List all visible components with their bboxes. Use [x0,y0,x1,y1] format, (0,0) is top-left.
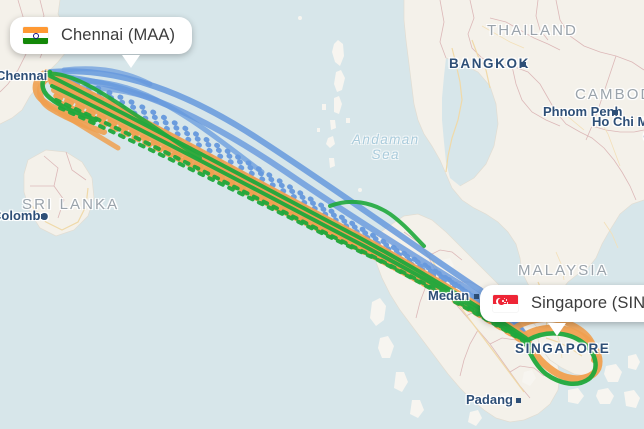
label-city-singapore: SINGAPORE [515,341,611,356]
origin-airport-card[interactable]: Chennai (MAA) [10,17,193,54]
label-city-ho-chi-minh-line1: Ho Chi Minh [592,114,644,129]
origin-airport-label: Chennai (MAA) [61,26,176,44]
label-city-phnom-penh: Phnom Penh [543,104,623,119]
label-sea-andaman-line2: Sea [371,147,400,162]
label-city-bangkok: BANGKOK [449,56,530,71]
label-city-ho-chi-minh-line2: City [592,129,644,144]
label-city-chennai: Chennai [0,68,48,83]
city-marker-padang [516,398,521,403]
label-city-medan: Medan [428,288,470,303]
label-country-cambodia: CAMBODIA [575,86,644,103]
label-city-ho-chi-minh: Ho Chi Minh City [592,114,644,144]
label-country-thailand: THAILAND [487,22,578,39]
label-city-padang: Padang [466,392,513,407]
city-marker-colombo [41,214,46,219]
label-sea-andaman-line1: Andaman [352,132,420,147]
flag-singapore-icon [493,295,518,312]
destination-airport-label: Singapore (SIN) [531,294,644,312]
label-country-sri-lanka: SRI LANKA [22,196,120,213]
city-marker-medan [474,294,479,299]
flag-india-icon [23,27,48,44]
destination-airport-card[interactable]: Singapore (SIN) [480,285,644,322]
city-marker-phnom-penh [613,110,618,115]
origin-card-pointer [122,55,140,68]
city-marker-bangkok [521,62,526,67]
label-sea-andaman: Andaman Sea [352,132,420,162]
destination-card-pointer [548,323,566,336]
label-country-malaysia: MALAYSIA [518,262,609,279]
